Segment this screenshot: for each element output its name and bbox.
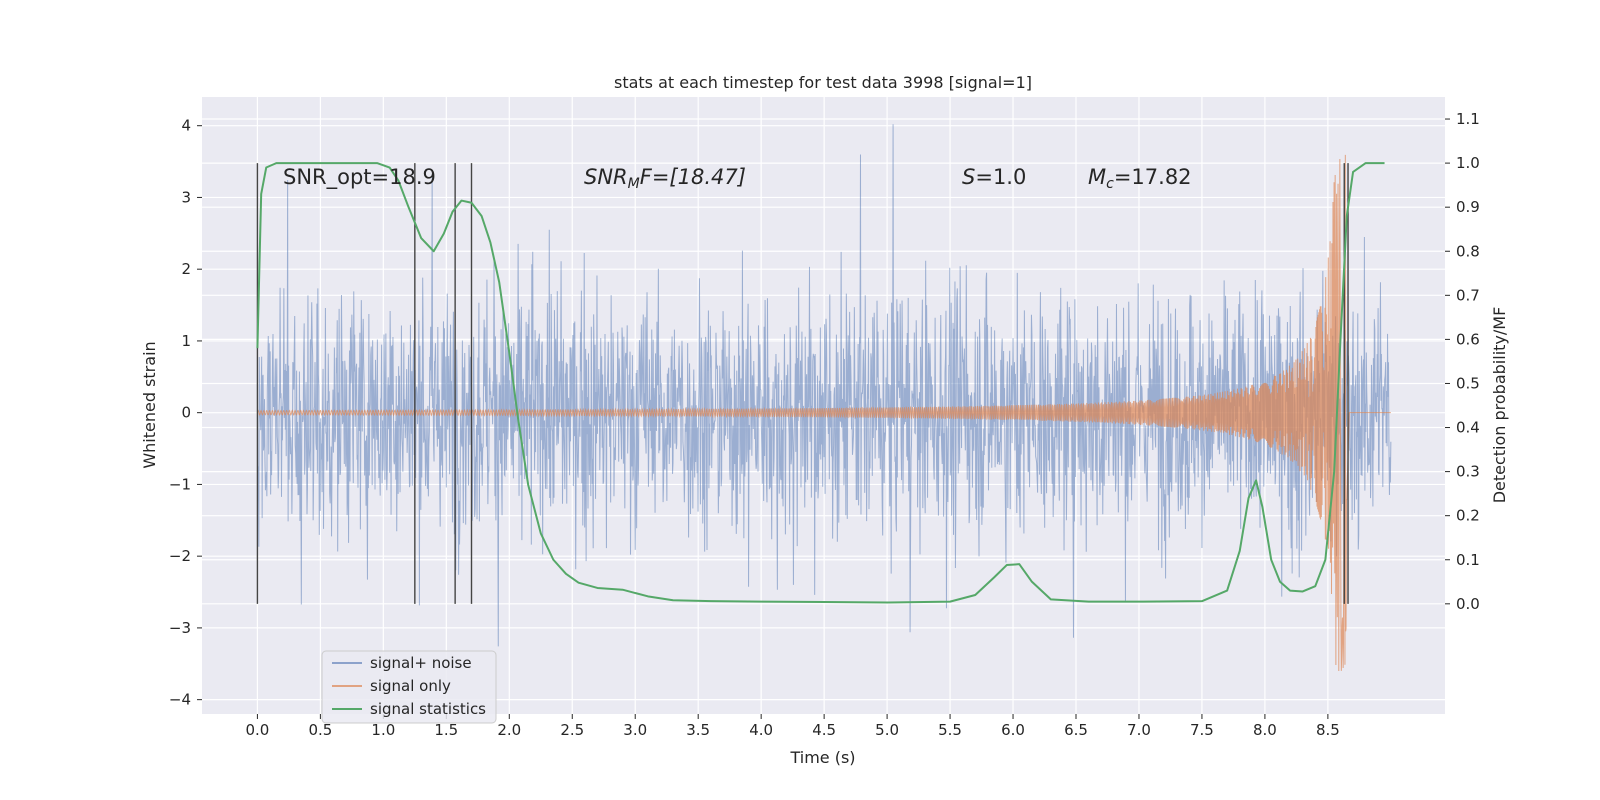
y-tick-label: 2	[181, 260, 191, 278]
y2-tick-label: 1.1	[1456, 110, 1480, 128]
s-value: =1.0	[975, 165, 1026, 189]
y2-tick-label: 0.3	[1456, 463, 1480, 481]
x-tick-label: 0.0	[245, 721, 269, 739]
x-tick-label: 4.0	[749, 721, 773, 739]
mc-value: =17.82	[1114, 165, 1192, 189]
signal-trace	[256, 154, 1391, 671]
y-tick-label: −4	[169, 691, 191, 709]
x-tick-label: 0.5	[308, 721, 332, 739]
x-tick-label: 7.5	[1190, 721, 1214, 739]
x-tick-label: 3.0	[623, 721, 647, 739]
y-tick-label: −3	[169, 619, 191, 637]
x-tick-label: 1.0	[371, 721, 395, 739]
y2-tick-label: 0.9	[1456, 198, 1480, 216]
annotation-snr-opt: SNR_opt=18.9	[283, 165, 436, 190]
y2-tick-label: 1.0	[1456, 154, 1480, 172]
x-tick-label: 8.5	[1316, 721, 1340, 739]
signal-series	[256, 154, 1391, 671]
x-tick-label: 1.5	[434, 721, 458, 739]
y2-tick-label: 0.7	[1456, 286, 1480, 304]
y2-tick-label: 0.6	[1456, 330, 1480, 348]
snr-mf-prefix: SNR	[584, 165, 628, 189]
snr-mf-suffix: F=[18.47]	[640, 165, 746, 189]
noise-trace	[256, 124, 1392, 647]
x-tick-label: 6.5	[1064, 721, 1088, 739]
stats-trace	[256, 162, 1385, 604]
y-tick-label: −1	[169, 475, 191, 493]
x-tick-label: 2.5	[560, 721, 584, 739]
x-tick-label: 4.5	[812, 721, 836, 739]
x-tick-label: 3.5	[686, 721, 710, 739]
x-tick-label: 8.0	[1253, 721, 1277, 739]
legend-box	[321, 650, 497, 724]
annotation-snr-mf: SNRMF=[18.47]	[584, 165, 746, 192]
legend-label-stats: signal statistics	[370, 700, 486, 718]
x-tick-label: 7.0	[1127, 721, 1151, 739]
y-tick-label: 1	[181, 332, 191, 350]
y2-ticks: 1.1 1.0 0.9 0.8 0.7 0.6 0.5 0.4 0.3 0.2 0.1 0.0	[1445, 110, 1480, 613]
x-ticks: 0.0 0.5 1.0 1.5 2.0 2.5 3.0 3.5 4.0 4.5 5.0 5.5 6.0 6…	[245, 714, 1340, 739]
x-tick-label: 5.0	[875, 721, 899, 739]
noise-series	[256, 124, 1392, 647]
mc-subscript: c	[1106, 176, 1114, 192]
s-var: S	[962, 165, 975, 189]
annotation-mc: Mc=17.82	[1088, 165, 1192, 192]
stats-series	[256, 162, 1385, 604]
y-ticks: 4 3 2 1 0 −1 −2 −3 −4	[169, 117, 202, 709]
x-tick-label: 6.0	[1001, 721, 1025, 739]
mc-var: M	[1088, 165, 1106, 189]
vertical-markers	[256, 163, 1349, 604]
y2-tick-label: 0.2	[1456, 507, 1480, 525]
x-axis-label: Time (s)	[789, 748, 855, 767]
y2-axis-label: Detection probability/MF	[1490, 307, 1509, 504]
y-tick-label: 0	[181, 404, 191, 422]
legend: signal+ noise signal only signal statist…	[321, 650, 497, 724]
annotation-s: S=1.0	[962, 165, 1026, 189]
chart-title: stats at each timestep for test data 399…	[614, 73, 1032, 92]
legend-label-signal: signal only	[370, 677, 451, 695]
y2-tick-label: 0.0	[1456, 595, 1480, 613]
y2-tick-label: 0.4	[1456, 419, 1480, 437]
x-tick-label: 5.5	[938, 721, 962, 739]
y2-tick-label: 0.8	[1456, 242, 1480, 260]
x-tick-label: 2.0	[497, 721, 521, 739]
snr-mf-subscript: M	[628, 176, 640, 192]
y2-tick-label: 0.5	[1456, 374, 1480, 392]
y-tick-label: −2	[169, 547, 191, 565]
legend-label-noise: signal+ noise	[370, 654, 472, 672]
y-tick-label: 4	[181, 117, 191, 135]
y2-tick-label: 0.1	[1456, 551, 1480, 569]
y-tick-label: 3	[181, 188, 191, 206]
y-axis-label: Whitened strain	[140, 341, 159, 468]
